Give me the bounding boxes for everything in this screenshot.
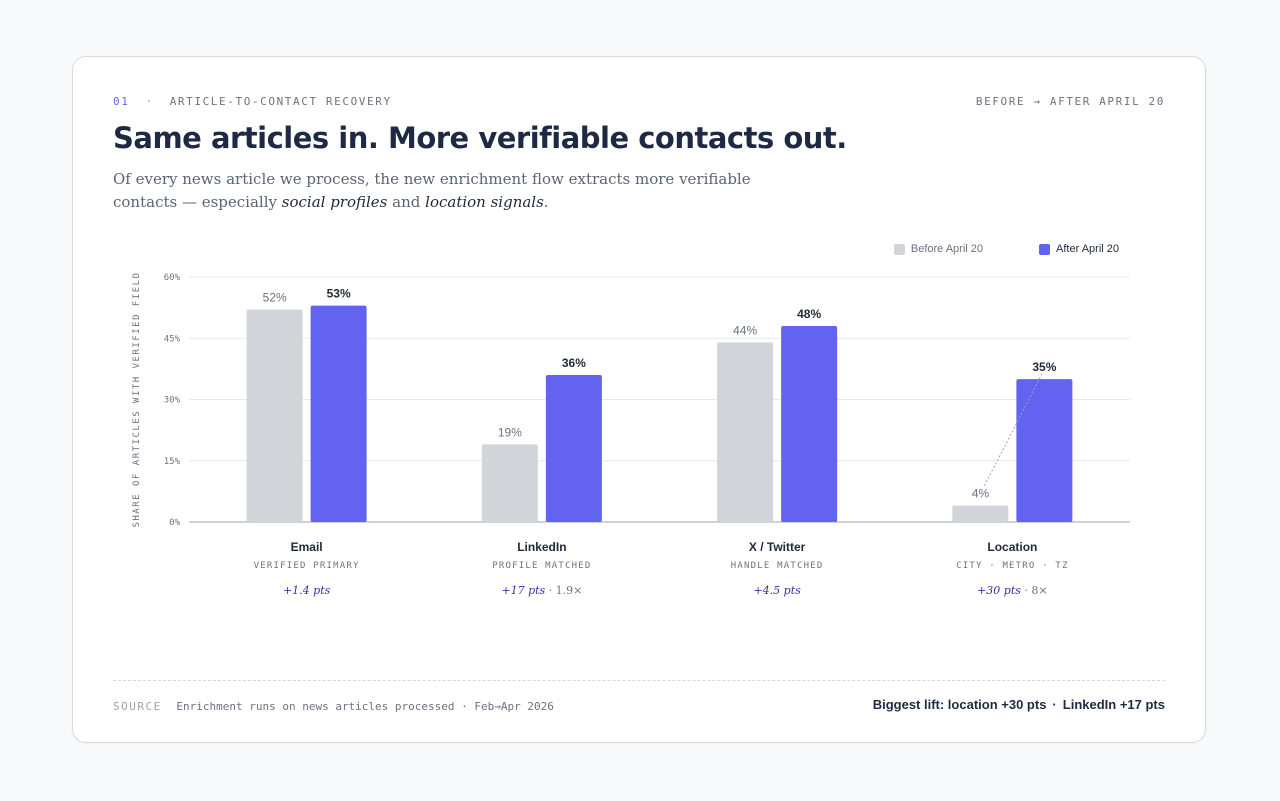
subtitle-text-2: and [387,193,426,211]
y-tick-label: 30% [164,396,181,406]
footer-divider [113,680,1165,681]
lift-points: +1.4 pts [283,584,331,597]
legend-item-after: After April 20 [1039,243,1119,255]
lift-connector [983,372,1043,486]
data-label-after: 53% [327,287,351,301]
source-text: Enrichment runs on news articles process… [176,700,554,713]
bar-before [246,309,303,522]
y-tick-label: 45% [164,334,181,344]
bar-before [952,505,1009,522]
y-axis-label: SHARE OF ARTICLES WITH VERIFIED FIELD [132,272,142,528]
category-label: Location [987,540,1037,554]
date-range-label: BEFORE → AFTER APRIL 20 [975,95,1165,108]
category-label: Email [291,540,323,554]
insight-separator: · [1052,697,1057,712]
lift-annotation: +30 pts · 8× [977,584,1048,597]
y-tick-label: 0% [169,518,180,528]
lift-annotation: +1.4 pts [283,584,331,597]
data-label-after: 48% [797,307,821,321]
key-insight: Biggest lift: location +30 pts · LinkedIn … [873,697,1165,712]
legend-label-before: Before April 20 [910,243,984,255]
bar-after [310,305,367,522]
subtitle-emphasis-social: social profiles [281,193,388,211]
bar-after [781,326,838,522]
eyebrow-label: ARTICLE-TO-CONTACT RECOVERY [169,95,392,108]
category-sublabel: HANDLE MATCHED [731,561,824,571]
source-key: SOURCE [113,700,162,713]
data-label-before: 4% [972,487,990,501]
legend-item-before: Before April 20 [893,243,984,255]
bar-before [481,444,538,522]
eyebrow-separator: · [145,95,154,108]
insight-location: Biggest lift: location +30 pts [872,697,1047,712]
bar-before [717,342,774,522]
data-label-before: 19% [498,425,522,439]
subtitle: Of every news article we process, the ne… [113,168,813,214]
subtitle-emphasis-location: location signals [425,193,544,211]
legend-swatch-after [1039,243,1051,255]
lift-points: +17 pts [501,584,545,597]
page-title: Same articles in. More verifiable contac… [113,121,847,155]
data-label-after: 35% [1032,360,1056,374]
lift-multiplier: · 8× [1021,584,1048,597]
bar-chart: 0% 15% 30% 45% 60% SHARE OF ARTICLES WITH VER… [132,272,1130,597]
chart-card: 01 · ARTICLE-TO-CONTACT RECOVERY BEFORE … [72,56,1206,743]
category-label: LinkedIn [517,540,566,554]
subtitle-text-1: Of every news article we process, the ne… [113,170,751,211]
y-tick-label: 60% [164,273,181,283]
lift-annotation: +17 pts · 1.9× [501,584,582,597]
subtitle-text-3: . [543,193,549,211]
category-sublabel: PROFILE MATCHED [492,561,591,571]
category-sublabel: CITY · METRO · TZ [956,561,1069,571]
y-tick-label: 15% [164,457,181,467]
data-label-before: 52% [263,291,287,305]
lift-points: +30 pts [977,584,1021,597]
data-label-after: 36% [562,356,586,370]
lift-multiplier: · 1.9× [545,584,582,597]
section-number: 01 [113,95,130,108]
source-note: SOURCE Enrichment runs on news articles … [113,700,554,713]
category-sublabel: VERIFIED PRIMARY [254,561,360,571]
lift-points: +4.5 pts [753,584,801,597]
chart-legend: Before April 20 After April 20 [838,243,1119,255]
legend-label-after: After April 20 [1056,243,1119,255]
bar-after [545,375,602,522]
eyebrow: 01 · ARTICLE-TO-CONTACT RECOVERY [113,95,392,108]
lift-annotation: +4.5 pts [753,584,801,597]
category-label: X / Twitter [749,540,806,554]
data-label-before: 44% [733,323,757,337]
legend-swatch-before [893,243,905,255]
insight-linkedin: LinkedIn +17 pts [1062,697,1165,712]
bar-after [1016,379,1073,522]
